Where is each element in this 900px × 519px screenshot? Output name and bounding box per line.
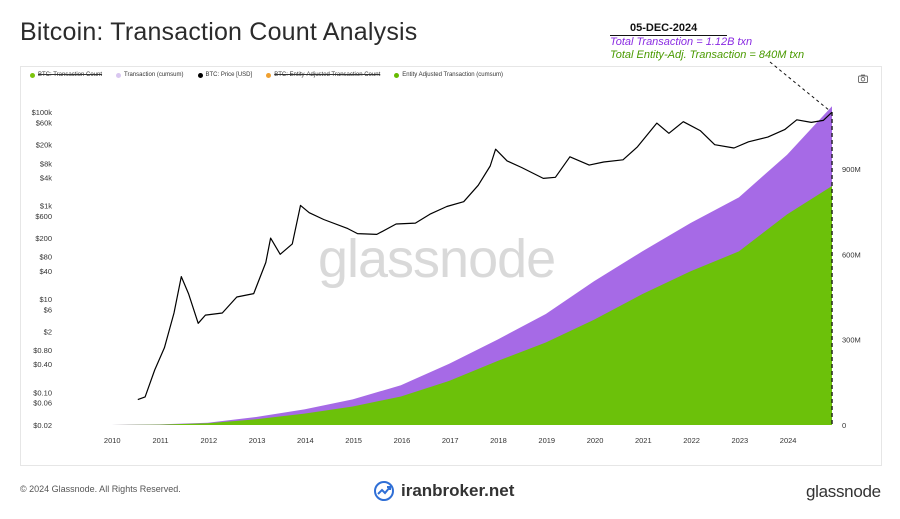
price-line bbox=[137, 111, 833, 401]
x-tick-label: 2022 bbox=[683, 436, 700, 445]
y-right-tick-label: 900M bbox=[842, 165, 861, 174]
x-tick-label: 2013 bbox=[249, 436, 266, 445]
footer-brand-right: glassnode bbox=[806, 482, 881, 501]
y-left-tick-label: $2 bbox=[44, 328, 52, 337]
legend-label: BTC: Price [USD] bbox=[205, 72, 253, 78]
legend-item[interactable]: BTC: Transaction Count bbox=[30, 72, 102, 78]
y-left-tick-label: $200 bbox=[35, 234, 52, 243]
legend-label: BTC: Entity-Adjusted Transaction Count bbox=[274, 72, 381, 78]
x-tick-label: 2023 bbox=[732, 436, 749, 445]
x-tick-label: 2011 bbox=[152, 436, 168, 445]
legend-swatch bbox=[30, 72, 35, 78]
y-right-tick-label: 600M bbox=[842, 250, 861, 259]
annotation-total-tx: Total Transaction = 1.12B txn bbox=[610, 36, 753, 48]
date-annotation: 05-DEC-2024 Total Transaction = 1.12B tx… bbox=[610, 22, 804, 62]
y-left-tick-label: $10 bbox=[39, 295, 52, 304]
x-tick-label: 2010 bbox=[104, 436, 121, 445]
footer-copyright: © 2024 Glassnode. All Rights Reserved. bbox=[20, 484, 181, 494]
x-tick-label: 2021 bbox=[635, 436, 652, 445]
y-left-tick-label: $100k bbox=[32, 108, 53, 117]
y-left-tick-label: $0.80 bbox=[33, 346, 52, 355]
legend-swatch bbox=[197, 72, 203, 78]
y-right-tick-label: 0 bbox=[842, 421, 846, 430]
x-tick-label: 2017 bbox=[442, 436, 459, 445]
x-tick-label: 2016 bbox=[394, 436, 411, 445]
y-left-tick-label: $80 bbox=[39, 253, 52, 262]
legend-swatch bbox=[394, 72, 400, 78]
legend-label: Transaction (cumsum) bbox=[124, 72, 184, 78]
y-right-tick-label: 300M bbox=[842, 336, 861, 345]
footer-brand-center-text: iranbroker.net bbox=[401, 481, 515, 500]
y-left-tick-label: $0.10 bbox=[33, 388, 52, 397]
legend-label: BTC: Transaction Count bbox=[38, 72, 103, 78]
trend-logo-icon bbox=[374, 481, 394, 501]
x-tick-label: 2014 bbox=[297, 436, 314, 445]
annotation-date: 05-DEC-2024 bbox=[610, 22, 728, 36]
y-left-tick-label: $600 bbox=[35, 212, 52, 221]
series-area bbox=[63, 186, 832, 425]
x-tick-label: 2024 bbox=[780, 436, 797, 445]
legend-swatch bbox=[116, 72, 122, 78]
annotation-leader-line bbox=[769, 61, 831, 112]
chart-legend: BTC: Transaction Count Transaction (cumsu… bbox=[30, 72, 503, 78]
legend-swatch bbox=[266, 72, 272, 78]
x-tick-label: 2015 bbox=[345, 436, 362, 445]
y-left-tick-label: $8k bbox=[40, 159, 52, 168]
page-title: Bitcoin: Transaction Count Analysis bbox=[20, 18, 418, 46]
y-left-tick-label: $0.40 bbox=[33, 360, 52, 369]
legend-item[interactable]: BTC: Entity-Adjusted Transaction Count bbox=[266, 72, 380, 78]
y-left-tick-label: $0.06 bbox=[33, 399, 52, 408]
camera-icon[interactable] bbox=[858, 74, 868, 86]
watermark: glassnode bbox=[318, 229, 556, 289]
y-left-tick-label: $1k bbox=[40, 201, 52, 210]
y-left-tick-label: $4k bbox=[40, 173, 52, 182]
x-tick-label: 2018 bbox=[490, 436, 507, 445]
legend-item[interactable]: BTC: Price [USD] bbox=[197, 72, 253, 78]
annotation-entity-tx: Total Entity-Adj. Transaction = 840M txn bbox=[610, 49, 805, 61]
x-tick-label: 2019 bbox=[538, 436, 555, 445]
x-tick-label: 2020 bbox=[587, 436, 604, 445]
y-left-tick-label: $6 bbox=[44, 305, 52, 314]
y-left-tick-label: $0.02 bbox=[33, 421, 52, 430]
legend-label: Entity Adjusted Transaction (cumsum) bbox=[402, 72, 503, 78]
legend-item[interactable]: Transaction (cumsum) bbox=[116, 72, 184, 78]
legend-item[interactable]: Entity Adjusted Transaction (cumsum) bbox=[394, 72, 503, 78]
y-left-tick-label: $60k bbox=[36, 118, 53, 127]
footer-brand-center: iranbroker.net bbox=[373, 480, 514, 502]
x-tick-label: 2012 bbox=[200, 436, 217, 445]
y-left-tick-label: $40 bbox=[39, 267, 52, 276]
y-left-tick-label: $20k bbox=[36, 141, 53, 150]
